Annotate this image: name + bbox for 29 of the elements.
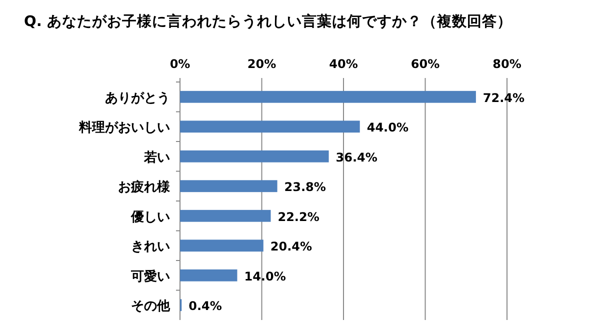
x-tick-label: 80% (492, 57, 522, 71)
bar (180, 269, 238, 282)
data-label: 72.4% (482, 90, 525, 105)
bar (180, 210, 271, 222)
y-tick-label: その他 (131, 299, 171, 314)
x-tick-label: 60% (410, 57, 440, 71)
y-tick-label: きれい (131, 240, 170, 255)
y-tick-label: お疲れ様 (118, 179, 171, 196)
y-tick-label: 優しい (130, 210, 170, 225)
data-label: 23.8% (284, 180, 326, 194)
bar (180, 120, 360, 133)
y-tick-label: 料理がおいしい (78, 120, 170, 136)
bar (180, 180, 278, 192)
data-label: 22.2% (278, 210, 320, 224)
bar (180, 240, 264, 252)
bar (180, 150, 329, 162)
chart-title: Q. あなたがお子様に言われたらうれしい言葉は何ですか？（複数回答） (24, 12, 512, 30)
y-tick-label: 可愛い (130, 268, 170, 284)
x-tick-label: 40% (329, 57, 358, 71)
y-tick-label: ありがとう (105, 90, 170, 106)
data-label: 20.4% (270, 240, 312, 254)
data-label: 14.0% (244, 269, 286, 284)
data-label: 36.4% (336, 150, 378, 164)
data-label: 0.4% (188, 299, 222, 314)
y-tick-label: 若い (143, 150, 170, 166)
x-tick-label: 0% (170, 57, 190, 71)
data-label: 44.0% (366, 120, 408, 135)
bar (180, 90, 476, 103)
x-tick-label: 20% (247, 57, 276, 71)
